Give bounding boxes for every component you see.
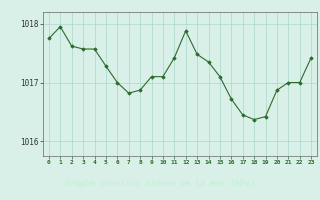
Text: Graphe pression niveau de la mer (hPa): Graphe pression niveau de la mer (hPa) (65, 179, 255, 188)
